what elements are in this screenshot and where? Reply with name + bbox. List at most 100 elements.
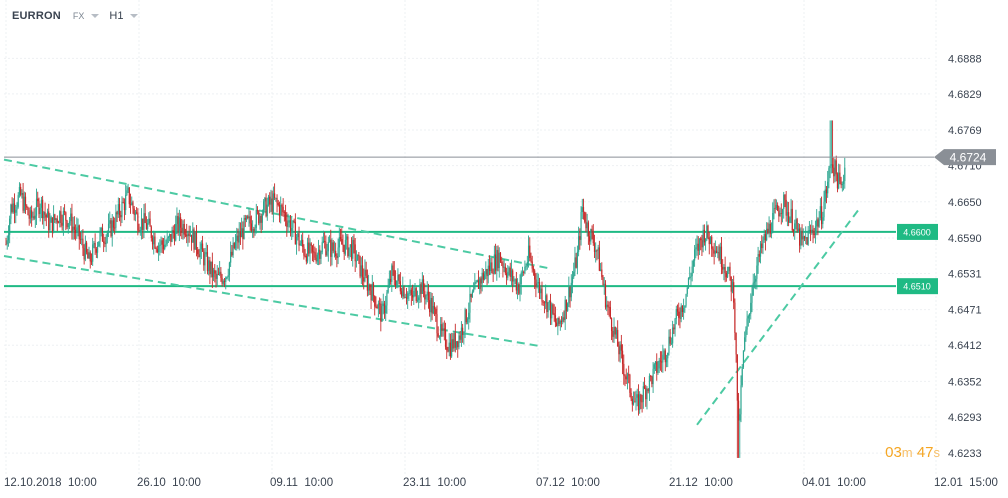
candle-body <box>358 254 360 256</box>
candle-body <box>639 394 641 411</box>
candle-body <box>673 327 675 330</box>
candle-body <box>532 268 535 271</box>
candle-body <box>392 265 394 271</box>
candle-body <box>525 266 527 267</box>
candle-body <box>186 234 188 237</box>
candle-body <box>264 197 266 202</box>
candle-body <box>556 322 558 327</box>
candle-body <box>698 238 701 251</box>
candle-body <box>166 238 168 245</box>
candle-body <box>164 244 166 250</box>
x-tick-label: 26.10 10:00 <box>137 477 201 489</box>
candle-body <box>538 282 541 294</box>
candle-body <box>615 329 618 335</box>
candle-body <box>801 231 803 240</box>
candle-body <box>170 234 172 242</box>
candle-body <box>139 230 141 232</box>
countdown-minutes: 03 <box>885 444 902 461</box>
candle-body <box>768 223 770 234</box>
candle-body <box>26 205 28 208</box>
candle-body <box>745 329 747 338</box>
candle-body <box>440 324 442 337</box>
candle-body <box>126 190 128 195</box>
candle-body <box>447 350 449 352</box>
x-tick-label: 12.10.2018 10:00 <box>4 477 97 489</box>
candle-body <box>266 204 268 217</box>
candle-body <box>256 209 259 212</box>
candle-body <box>73 226 75 230</box>
candle-body <box>589 236 591 242</box>
candle-body <box>571 277 574 283</box>
candle-body <box>757 254 759 266</box>
candle-body <box>394 279 397 287</box>
candle-body <box>536 283 538 287</box>
candle-body <box>56 218 58 223</box>
candle-body <box>809 230 812 233</box>
timeframe-selector[interactable]: H1 <box>109 10 139 22</box>
market-selector[interactable]: FX <box>73 11 100 21</box>
candle-body <box>353 239 355 245</box>
candle-body <box>841 183 843 186</box>
candle-body <box>53 214 55 232</box>
candle-body <box>460 327 463 340</box>
candle-body <box>167 236 169 239</box>
candle-body <box>584 211 586 222</box>
candle-body <box>620 344 622 351</box>
candle-body <box>335 250 337 257</box>
candles <box>5 120 846 458</box>
countdown-seconds: 47 <box>916 444 934 461</box>
candle-body <box>200 243 202 250</box>
candle-body <box>623 363 625 376</box>
y-tick-label: 4.6471 <box>948 305 982 317</box>
candle-body <box>596 250 598 252</box>
candle-body <box>783 194 785 209</box>
candle-body <box>554 315 557 323</box>
candle-body <box>704 238 707 243</box>
candle-body <box>792 230 795 232</box>
candle-body <box>630 392 632 399</box>
candle-body <box>667 352 669 359</box>
y-tick-label: 4.6293 <box>948 412 982 424</box>
level-price-tag <box>897 278 938 295</box>
candle-body <box>87 252 89 259</box>
candle-body <box>232 242 234 256</box>
candle-body <box>313 251 315 253</box>
candle-body <box>684 305 686 308</box>
candle-body <box>829 165 831 169</box>
candle-body <box>640 394 642 402</box>
candle-body <box>552 304 554 314</box>
candle-body <box>631 398 633 405</box>
candle-body <box>487 265 489 277</box>
candle-body <box>308 242 310 254</box>
candle-body <box>387 286 389 293</box>
candle-body <box>315 257 317 262</box>
candle-body <box>215 273 217 279</box>
candle-body <box>527 245 530 263</box>
candle-body <box>750 302 752 314</box>
candle-body <box>115 212 117 228</box>
candle-body <box>234 241 237 249</box>
candle-body <box>137 213 139 231</box>
candle-body <box>55 218 57 220</box>
candle-body <box>712 248 714 251</box>
candle-body <box>687 277 690 288</box>
candle-body <box>833 167 835 177</box>
candle-body <box>305 255 307 262</box>
candle-body <box>13 203 16 213</box>
candle-body <box>675 309 677 319</box>
candle-body <box>339 237 342 240</box>
candle-body <box>210 261 212 275</box>
level-price-label: 4.6600 <box>903 227 931 237</box>
candle-body <box>592 232 594 244</box>
candle-body <box>333 250 336 252</box>
candle-body <box>306 242 309 262</box>
candle-body <box>708 237 710 245</box>
candle-body <box>250 223 253 231</box>
candle-body <box>172 230 174 233</box>
candle-body <box>45 214 47 218</box>
candle-body <box>664 350 666 363</box>
candle-body <box>110 220 112 237</box>
candle-body <box>248 216 250 219</box>
candle-body <box>109 220 111 224</box>
